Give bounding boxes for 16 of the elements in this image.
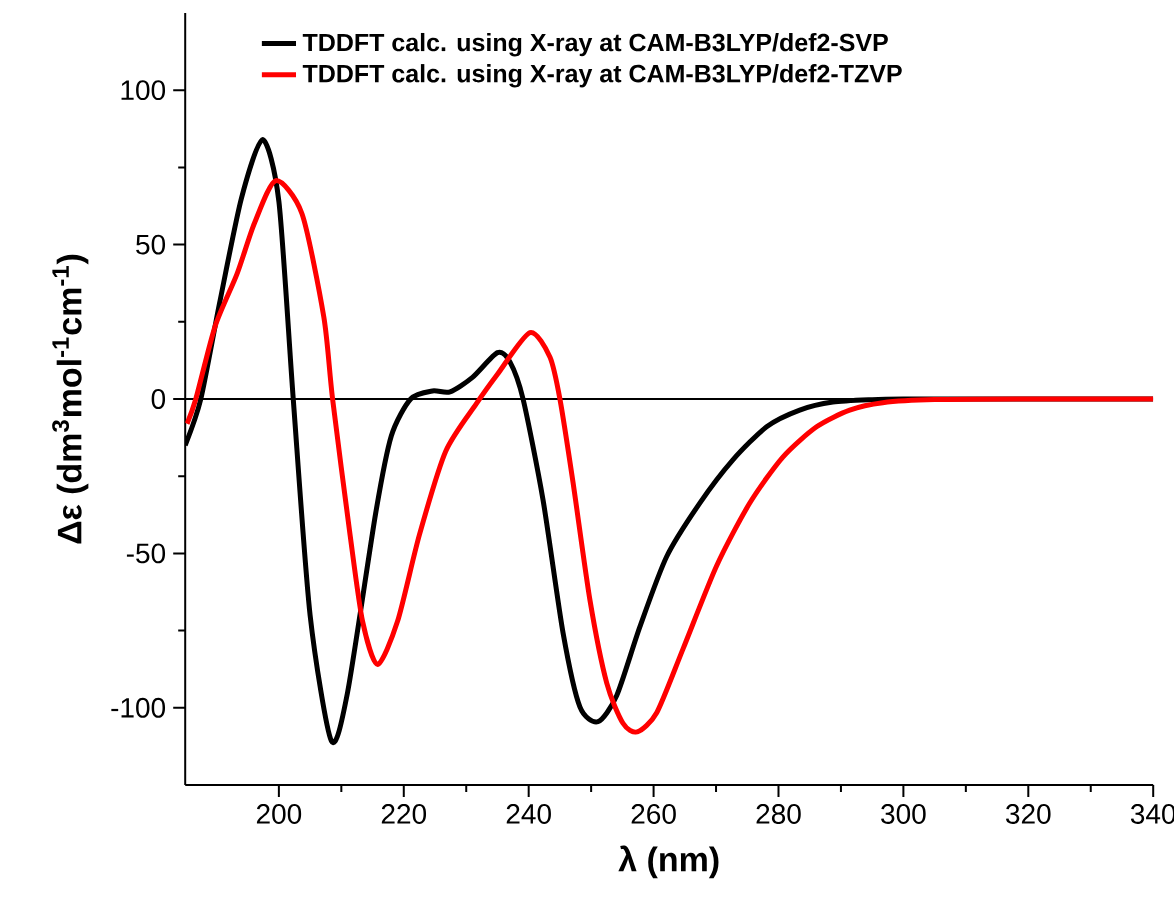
x-axis-title: λ (nm) [618, 845, 719, 879]
y-tick-label: -100 [111, 697, 166, 718]
y-tick-label: -50 [126, 543, 166, 564]
x-tick-label: 260 [631, 804, 676, 824]
y-tick-label: 100 [121, 80, 166, 101]
x-tick-label: 240 [506, 804, 551, 824]
x-tick-label: 220 [381, 804, 427, 824]
x-tick-label: 300 [881, 804, 926, 824]
y-axis-title: Δε (dm$^{3}$mol$^{-1}$cm$^{-1}$) [52, 254, 89, 544]
y-tick-label: 50 [136, 234, 166, 255]
legend-label: TDDFT calc. using X-ray at CAM-B3LYP/def2-SVP [302, 32, 888, 57]
x-tick-label: 200 [256, 804, 302, 824]
legend-label: TDDFT calc. using X-ray at CAM-B3LYP/def2-TZVP [302, 64, 902, 88]
y-tick-label: 0 [151, 389, 166, 409]
x-tick-label: 320 [1006, 804, 1051, 824]
x-tick-label: 280 [756, 804, 801, 824]
